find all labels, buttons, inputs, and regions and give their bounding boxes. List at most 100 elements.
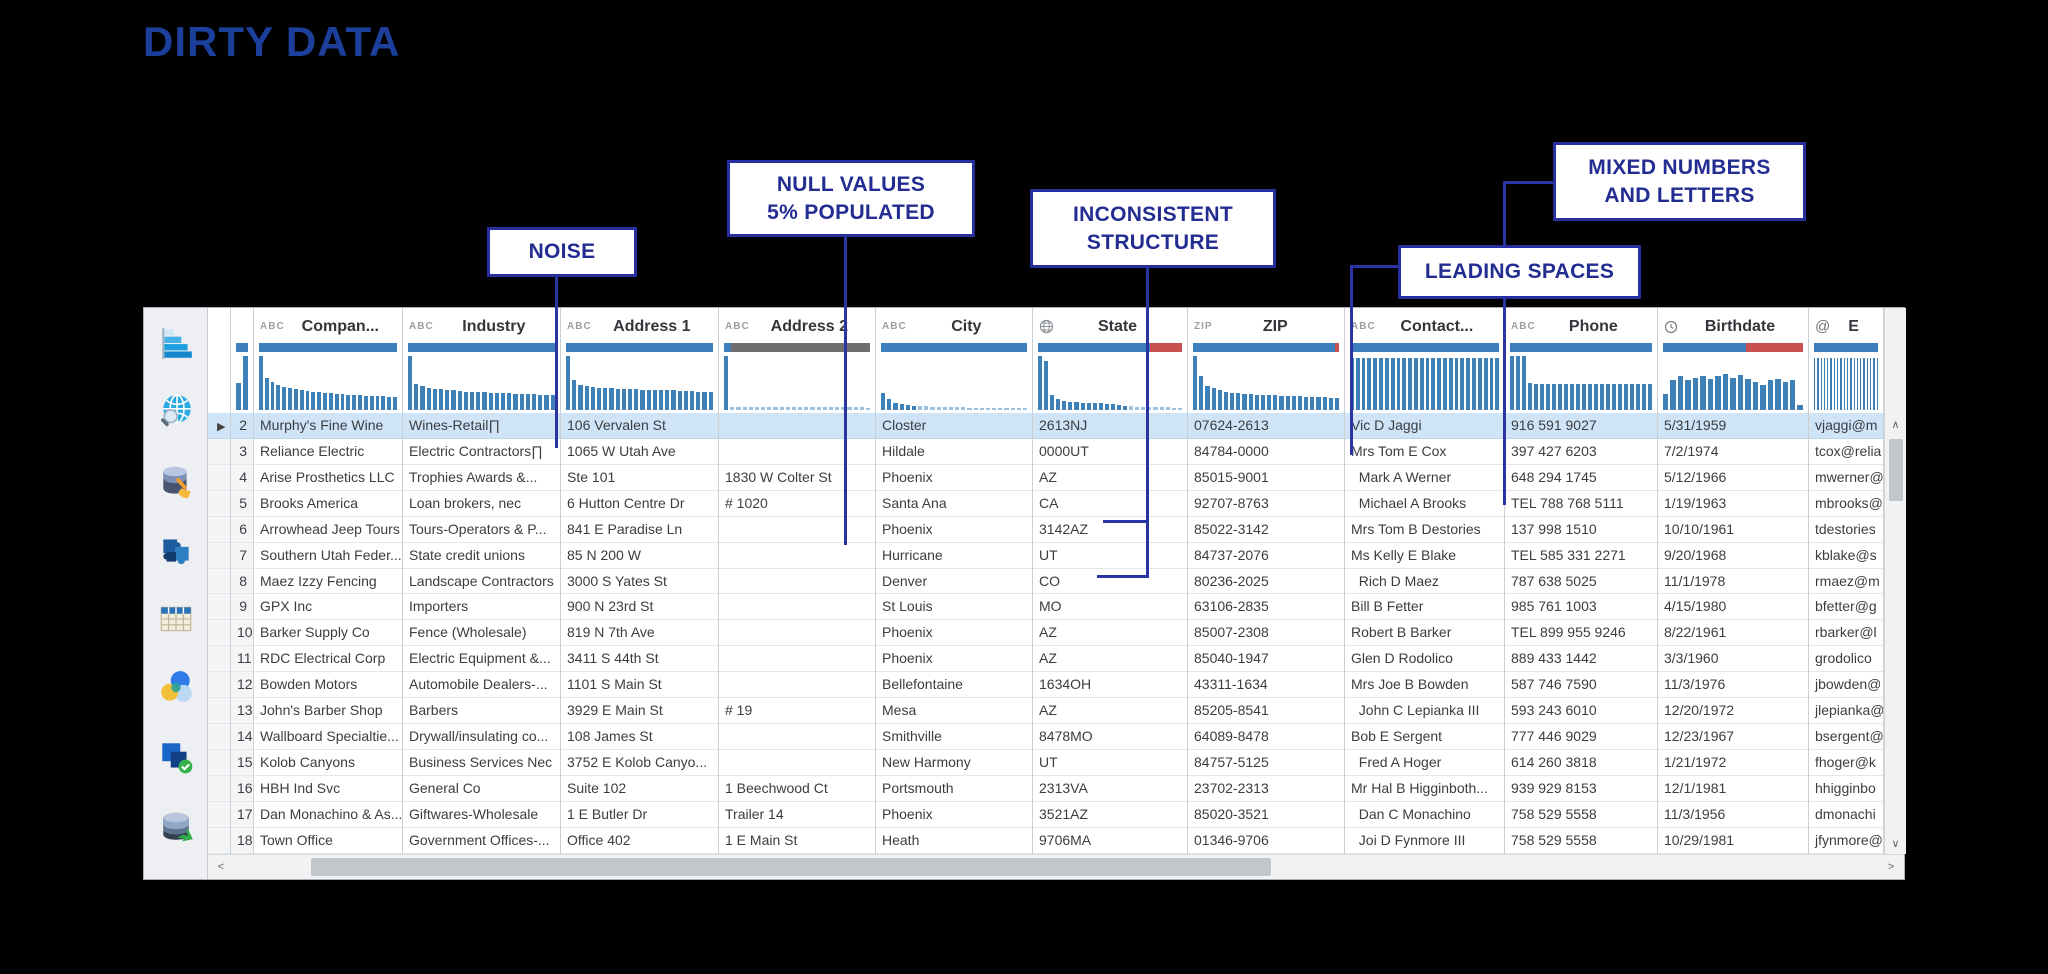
puzzle-icon[interactable] bbox=[157, 531, 195, 569]
table-cell-zip[interactable]: 85040-1947 bbox=[1188, 646, 1344, 673]
table-cell-address2[interactable] bbox=[719, 620, 875, 647]
table-cell-address1[interactable]: 819 N 7th Ave bbox=[561, 620, 718, 647]
row-number-cell[interactable]: 15 bbox=[231, 750, 253, 777]
row-number-cell[interactable]: 7 bbox=[231, 542, 253, 569]
table-cell-company[interactable]: Maez Izzy Fencing bbox=[254, 568, 402, 595]
row-number-cell[interactable]: 2 bbox=[231, 412, 253, 439]
table-cell-industry[interactable]: Wines-Retail∏ bbox=[403, 412, 560, 439]
row-marker-cell[interactable] bbox=[208, 516, 230, 543]
table-cell-address1[interactable]: 108 James St bbox=[561, 724, 718, 751]
row-marker-cell[interactable] bbox=[208, 776, 230, 803]
row-marker-cell[interactable] bbox=[208, 542, 230, 569]
table-cell-city[interactable]: Mesa bbox=[876, 698, 1032, 725]
table-cell-phone[interactable]: 593 243 6010 bbox=[1505, 698, 1657, 725]
table-cell-contact[interactable]: Fred A Hoger bbox=[1345, 750, 1504, 777]
table-cell-city[interactable]: Bellefontaine bbox=[876, 672, 1032, 699]
table-cell-address1[interactable]: 1065 W Utah Ave bbox=[561, 438, 718, 465]
table-cell-address1[interactable]: 1101 S Main St bbox=[561, 672, 718, 699]
table-cell-company[interactable]: Southern Utah Feder... bbox=[254, 542, 402, 569]
row-marker-cell[interactable] bbox=[208, 438, 230, 465]
table-cell-birthdate[interactable]: 1/19/1963 bbox=[1658, 490, 1808, 517]
table-cell-email[interactable]: hhigginbo bbox=[1809, 776, 1883, 803]
column-header-phone[interactable]: ABC Phone bbox=[1505, 308, 1657, 413]
table-cell-state[interactable]: AZ bbox=[1033, 464, 1187, 491]
table-cell-industry[interactable]: Landscape Contractors bbox=[403, 568, 560, 595]
column-header-zip[interactable]: ZIP ZIP bbox=[1188, 308, 1344, 413]
table-cell-industry[interactable]: Importers bbox=[403, 594, 560, 621]
table-cell-company[interactable]: Brooks America bbox=[254, 490, 402, 517]
column-header-address2[interactable]: ABC Address 2 bbox=[719, 308, 875, 413]
table-cell-address1[interactable]: 6 Hutton Centre Dr bbox=[561, 490, 718, 517]
table-cell-city[interactable]: Denver bbox=[876, 568, 1032, 595]
table-cell-contact[interactable]: John C Lepianka III bbox=[1345, 698, 1504, 725]
table-cell-contact[interactable]: Rich D Maez bbox=[1345, 568, 1504, 595]
row-number-cell[interactable]: 10 bbox=[231, 620, 253, 647]
table-cell-company[interactable]: RDC Electrical Corp bbox=[254, 646, 402, 673]
column-header-city[interactable]: ABC City bbox=[876, 308, 1032, 413]
scroll-right-arrow[interactable]: > bbox=[1887, 861, 1895, 873]
table-cell-company[interactable]: Wallboard Specialtie... bbox=[254, 724, 402, 751]
row-number-cell[interactable]: 14 bbox=[231, 724, 253, 751]
table-cell-state[interactable]: 9706MA bbox=[1033, 828, 1187, 854]
table-cell-industry[interactable]: Fence (Wholesale) bbox=[403, 620, 560, 647]
table-cell-company[interactable]: Murphy's Fine Wine bbox=[254, 412, 402, 439]
table-cell-birthdate[interactable]: 3/3/1960 bbox=[1658, 646, 1808, 673]
table-cell-contact[interactable]: Vic D Jaggi bbox=[1345, 412, 1504, 439]
database-clean-icon[interactable] bbox=[157, 462, 195, 500]
table-cell-address2[interactable] bbox=[719, 568, 875, 595]
table-cell-address1[interactable]: 106 Vervalen St bbox=[561, 412, 718, 439]
table-cell-email[interactable]: rbarker@l bbox=[1809, 620, 1883, 647]
row-marker-cell[interactable] bbox=[208, 490, 230, 517]
table-cell-birthdate[interactable]: 11/1/1978 bbox=[1658, 568, 1808, 595]
row-marker-cell[interactable] bbox=[208, 568, 230, 595]
globe-search-icon[interactable] bbox=[157, 393, 195, 431]
table-cell-phone[interactable]: TEL 585 331 2271 bbox=[1505, 542, 1657, 569]
row-number-cell[interactable]: 18 bbox=[231, 828, 253, 854]
table-cell-address2[interactable]: Trailer 14 bbox=[719, 802, 875, 829]
table-cell-state[interactable]: 0000UT bbox=[1033, 438, 1187, 465]
table-cell-city[interactable]: Hurricane bbox=[876, 542, 1032, 569]
table-cell-industry[interactable]: Loan brokers, nec bbox=[403, 490, 560, 517]
row-marker-cell[interactable] bbox=[208, 698, 230, 725]
table-cell-zip[interactable]: 07624-2613 bbox=[1188, 412, 1344, 439]
table-cell-address1[interactable]: Ste 101 bbox=[561, 464, 718, 491]
table-cell-zip[interactable]: 64089-8478 bbox=[1188, 724, 1344, 751]
table-cell-state[interactable]: 1634OH bbox=[1033, 672, 1187, 699]
table-cell-state[interactable]: 8478MO bbox=[1033, 724, 1187, 751]
table-cell-industry[interactable]: Automobile Dealers-... bbox=[403, 672, 560, 699]
table-cell-contact[interactable]: Robert B Barker bbox=[1345, 620, 1504, 647]
table-cell-contact[interactable]: Mrs Joe B Bowden bbox=[1345, 672, 1504, 699]
table-cell-company[interactable]: Kolob Canyons bbox=[254, 750, 402, 777]
table-cell-address2[interactable] bbox=[719, 646, 875, 673]
row-number-cell[interactable]: 17 bbox=[231, 802, 253, 829]
table-cell-phone[interactable]: 648 294 1745 bbox=[1505, 464, 1657, 491]
row-marker-cell[interactable] bbox=[208, 620, 230, 647]
column-header-email[interactable]: @ E bbox=[1809, 308, 1883, 413]
table-cell-birthdate[interactable]: 10/29/1981 bbox=[1658, 828, 1808, 854]
table-cell-address2[interactable] bbox=[719, 724, 875, 751]
table-cell-state[interactable]: 3521AZ bbox=[1033, 802, 1187, 829]
table-cell-state[interactable]: 2313VA bbox=[1033, 776, 1187, 803]
table-cell-contact[interactable]: Glen D Rodolico bbox=[1345, 646, 1504, 673]
row-number-cell[interactable]: 3 bbox=[231, 438, 253, 465]
table-cell-state[interactable]: 2613NJ bbox=[1033, 412, 1187, 439]
table-cell-city[interactable]: Portsmouth bbox=[876, 776, 1032, 803]
table-cell-phone[interactable]: 777 446 9029 bbox=[1505, 724, 1657, 751]
table-cell-industry[interactable]: Drywall/insulating co... bbox=[403, 724, 560, 751]
table-cell-city[interactable]: Phoenix bbox=[876, 516, 1032, 543]
table-cell-email[interactable]: jlepianka@ bbox=[1809, 698, 1883, 725]
table-cell-address1[interactable]: 900 N 23rd St bbox=[561, 594, 718, 621]
bar-chart-icon[interactable] bbox=[157, 324, 195, 362]
table-cell-birthdate[interactable]: 5/12/1966 bbox=[1658, 464, 1808, 491]
table-cell-state[interactable]: CA bbox=[1033, 490, 1187, 517]
table-cell-email[interactable]: jfynmore@ bbox=[1809, 828, 1883, 854]
table-cell-zip[interactable]: 85020-3521 bbox=[1188, 802, 1344, 829]
table-cell-email[interactable]: tcox@relia bbox=[1809, 438, 1883, 465]
table-cell-birthdate[interactable]: 12/23/1967 bbox=[1658, 724, 1808, 751]
table-cell-industry[interactable]: Electric Contractors∏ bbox=[403, 438, 560, 465]
table-cell-city[interactable]: Phoenix bbox=[876, 802, 1032, 829]
venn-diagram-icon[interactable] bbox=[157, 669, 195, 707]
table-cell-contact[interactable]: Mrs Tom E Cox bbox=[1345, 438, 1504, 465]
table-cell-state[interactable]: AZ bbox=[1033, 646, 1187, 673]
table-cell-company[interactable]: John's Barber Shop bbox=[254, 698, 402, 725]
